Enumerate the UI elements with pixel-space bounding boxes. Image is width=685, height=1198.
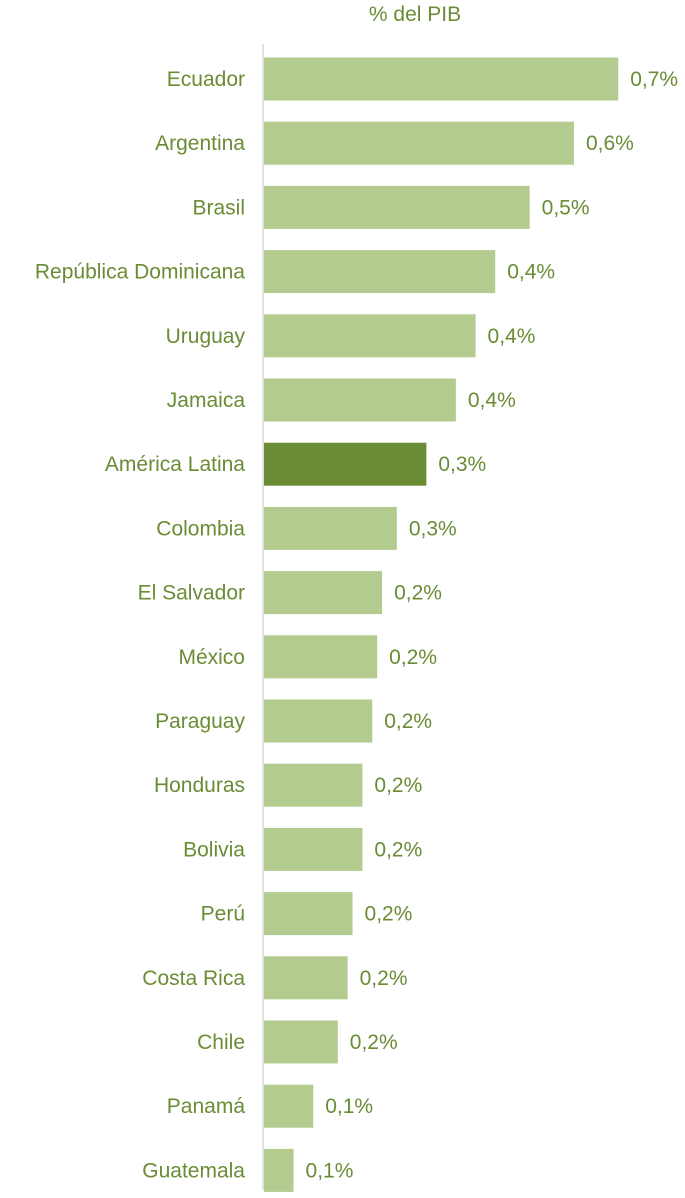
value-label: 0,1% xyxy=(306,1159,354,1182)
category-label: Ecuador xyxy=(167,68,245,91)
chart-title: % del PIB xyxy=(369,3,461,26)
category-label: Colombia xyxy=(156,517,245,540)
bar xyxy=(264,635,378,679)
category-label: Panamá xyxy=(167,1095,246,1118)
bar xyxy=(264,699,373,743)
category-label: América Latina xyxy=(105,453,245,476)
category-label: República Dominicana xyxy=(35,261,245,284)
bar xyxy=(264,314,476,358)
category-label: Bolivia xyxy=(183,838,245,861)
bar xyxy=(264,892,353,936)
bar xyxy=(264,1084,314,1128)
value-label: 0,3% xyxy=(409,517,457,540)
category-label: Chile xyxy=(197,1031,245,1054)
value-label: 0,4% xyxy=(507,261,555,284)
category-label: Paraguay xyxy=(155,710,245,733)
value-label: 0,3% xyxy=(438,453,486,476)
bar-highlight xyxy=(264,442,427,486)
bars-group: Ecuador 0,7% Argentina 0,6% Brasil 0,5% Repúbl… xyxy=(35,57,678,1192)
bar xyxy=(264,506,397,550)
category-label: México xyxy=(178,646,245,669)
value-label: 0,4% xyxy=(488,325,536,348)
bar xyxy=(264,121,574,165)
value-label: 0,5% xyxy=(542,196,590,219)
bar xyxy=(264,250,496,294)
value-label: 0,2% xyxy=(374,774,422,797)
category-label: Jamaica xyxy=(167,389,246,412)
category-label: Uruguay xyxy=(166,325,246,348)
value-label: 0,2% xyxy=(394,582,442,605)
value-label: 0,2% xyxy=(365,903,413,926)
value-label: 0,6% xyxy=(586,132,634,155)
category-label: Guatemala xyxy=(142,1159,245,1182)
bar xyxy=(264,1020,338,1064)
bar xyxy=(264,185,530,229)
bar xyxy=(264,1148,294,1192)
bar xyxy=(264,571,383,615)
value-label: 0,2% xyxy=(389,646,437,669)
value-label: 0,2% xyxy=(374,838,422,861)
category-label: Costa Rica xyxy=(142,967,245,990)
value-label: 0,4% xyxy=(468,389,516,412)
bar xyxy=(264,956,348,1000)
category-label: Argentina xyxy=(155,132,245,155)
value-label: 0,2% xyxy=(350,1031,398,1054)
category-label: Honduras xyxy=(154,774,245,797)
category-label: Brasil xyxy=(192,196,245,219)
bar xyxy=(264,378,456,422)
bar xyxy=(264,827,363,871)
category-label: El Salvador xyxy=(138,582,245,605)
bar xyxy=(264,763,363,807)
value-label: 0,7% xyxy=(630,68,678,91)
bar xyxy=(264,57,619,101)
value-label: 0,1% xyxy=(325,1095,373,1118)
category-label: Perú xyxy=(201,903,245,926)
value-label: 0,2% xyxy=(360,967,408,990)
value-label: 0,2% xyxy=(384,710,432,733)
